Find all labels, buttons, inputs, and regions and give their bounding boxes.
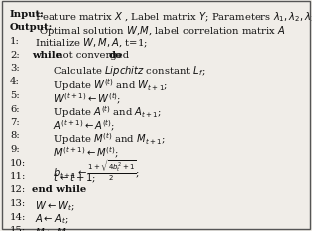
Text: 6:: 6: [10,104,20,113]
Text: Output:: Output: [10,23,53,32]
Text: 1:: 1: [10,37,20,46]
Text: 15:: 15: [10,225,26,231]
Text: 13:: 13: [10,198,26,207]
Text: $A^{(t+1)} \leftarrow A^{(t)}$;: $A^{(t+1)} \leftarrow A^{(t)}$; [50,118,115,132]
Text: 3:: 3: [10,64,20,73]
Text: 7:: 7: [10,118,20,126]
Text: Update $M^{(t)}$ and $M_{t+1}$;: Update $M^{(t)}$ and $M_{t+1}$; [50,131,166,147]
Text: Feature matrix $X$ , Label matrix $Y$; Parameters $\lambda_1,\lambda_2,\lambda_3: Feature matrix $X$ , Label matrix $Y$; P… [32,10,312,24]
Text: 9:: 9: [10,144,20,153]
Text: 11:: 11: [10,171,27,180]
Text: 14:: 14: [10,212,27,221]
Text: not converged: not converged [53,50,132,59]
Text: $W \leftarrow W_t$;: $W \leftarrow W_t$; [32,198,75,212]
Text: Optimal solution $W$,$M$, label correlation matrix $A$: Optimal solution $W$,$M$, label correlat… [36,23,286,37]
Text: $M^{(t+1)} \leftarrow M^{(t)}$;: $M^{(t+1)} \leftarrow M^{(t)}$; [50,144,119,159]
Text: Initialize $W,M,A$, t=1;: Initialize $W,M,A$, t=1; [32,37,148,50]
Text: $A \leftarrow A_t$;: $A \leftarrow A_t$; [32,212,69,225]
Text: 8:: 8: [10,131,20,140]
Text: 4:: 4: [10,77,20,86]
Text: Input:: Input: [10,10,45,19]
Text: $M \leftarrow M_t$;: $M \leftarrow M_t$; [32,225,72,231]
Text: Calculate $\mathit{Lipchitz}$ constant $L_f$;: Calculate $\mathit{Lipchitz}$ constant $… [50,64,206,78]
Text: 12:: 12: [10,185,26,194]
Text: $t \leftarrow t+1$;: $t \leftarrow t+1$; [50,171,96,184]
Text: 2:: 2: [10,50,20,59]
Text: while: while [32,50,62,59]
Text: end while: end while [32,185,86,194]
Text: $W^{(t+1)} \leftarrow W^{(t)}$;: $W^{(t+1)} \leftarrow W^{(t)}$; [50,91,121,105]
Text: Update $W^{(t)}$ and $W_{t+1}$;: Update $W^{(t)}$ and $W_{t+1}$; [50,77,168,93]
Text: 5:: 5: [10,91,20,100]
Text: do: do [109,50,123,59]
Text: 10:: 10: [10,158,26,167]
Text: Update $A^{(t)}$ and $A_{t+1}$;: Update $A^{(t)}$ and $A_{t+1}$; [50,104,162,120]
Text: $b_{t+1} \leftarrow \frac{1+\sqrt{4b_t^2+1}}{2}$;: $b_{t+1} \leftarrow \frac{1+\sqrt{4b_t^2… [50,158,140,182]
